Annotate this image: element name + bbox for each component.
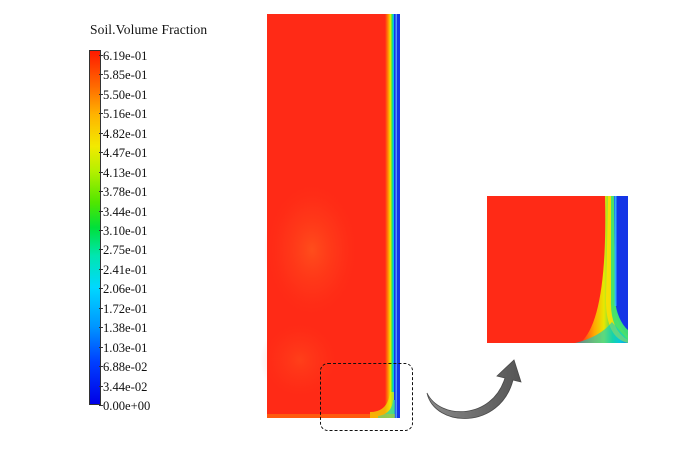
tick-label: 1.72e-01: [98, 301, 148, 316]
tick-label: 5.50e-01: [98, 87, 148, 102]
tick-label: 3.78e-01: [98, 185, 148, 200]
tick-label: 2.41e-01: [98, 262, 148, 277]
tick-label: 6.19e-01: [98, 49, 148, 63]
colorbar: [89, 50, 101, 405]
tick-label: 2.75e-01: [98, 243, 148, 258]
tick-label: 3.44e-02: [98, 379, 148, 394]
zoom-region-outline: [320, 363, 413, 431]
tick-label: 5.85e-01: [98, 68, 148, 83]
tick-label: 6.88e-02: [98, 360, 148, 375]
zoomed-inset: [487, 196, 628, 343]
legend-title: Soil.Volume Fraction: [90, 22, 208, 37]
tick-label: 4.82e-01: [98, 126, 148, 141]
main-contour-column: [260, 14, 400, 418]
tick-label: 4.47e-01: [98, 146, 148, 161]
tick-label: 5.16e-01: [98, 107, 148, 122]
tick-label: 3.10e-01: [98, 224, 148, 238]
tick-label: 4.13e-01: [98, 165, 148, 180]
curved-arrow: [426, 359, 522, 419]
tick-label: 0.00e+00: [98, 399, 151, 413]
tick-label: 2.06e-01: [98, 282, 148, 297]
tick-label: 3.44e-01: [98, 204, 148, 219]
colorbar-tick-labels: 6.19e-01 5.85e-01 5.50e-01 5.16e-01 4.82…: [98, 49, 193, 412]
tick-label: 1.03e-01: [98, 340, 148, 355]
tick-label: 1.38e-01: [98, 321, 148, 336]
